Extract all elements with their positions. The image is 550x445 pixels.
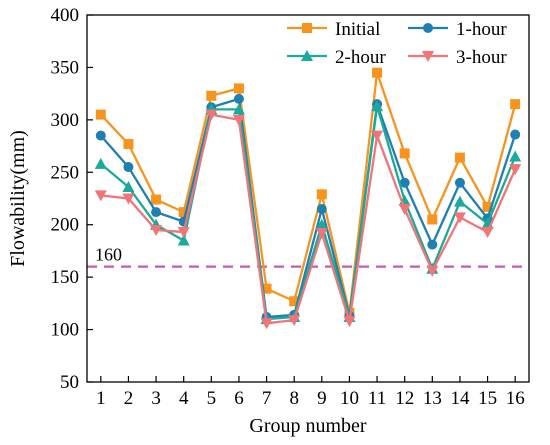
- x-tick-label-6: 6: [234, 388, 244, 409]
- point-3-hour-1: [94, 190, 107, 202]
- y-tick-label-150: 150: [51, 267, 80, 288]
- point-3-hour-7: [260, 318, 273, 330]
- point-2-hour-9: [315, 218, 328, 230]
- reference-line-label: 160: [95, 245, 122, 265]
- point-2-hour-1: [94, 157, 107, 169]
- point-1-hour-3: [151, 207, 162, 218]
- point-1-hour-12: [399, 177, 410, 188]
- point-1-hour-2: [123, 162, 134, 173]
- point-initial-6: [233, 83, 244, 94]
- legend: Initial 1-hour 2-hour 3-hour: [287, 19, 507, 68]
- legend-item-3-hour: 3-hour: [408, 47, 507, 68]
- x-tick-label-12: 12: [395, 388, 414, 409]
- x-tick-label-2: 2: [124, 388, 134, 409]
- point-initial-13: [427, 214, 438, 225]
- x-tick-label-13: 13: [423, 388, 442, 409]
- point-3-hour-6: [232, 114, 245, 126]
- x-tick-label-14: 14: [450, 388, 470, 409]
- series-line-initial: [99, 71, 517, 314]
- point-3-hour-10: [343, 316, 356, 328]
- legend-marker-1-hour: [423, 23, 433, 33]
- series-3-hour: [94, 109, 522, 330]
- point-2-hour-2: [122, 180, 135, 192]
- y-tick-label-100: 100: [51, 320, 80, 341]
- legend-marker-initial: [302, 23, 312, 33]
- x-tick-label-3: 3: [151, 388, 161, 409]
- series-line-1-hour: [99, 97, 517, 319]
- point-1-hour-13: [427, 239, 438, 250]
- point-3-hour-5: [205, 109, 218, 121]
- point-1-hour-1: [95, 130, 106, 141]
- point-2-hour-14: [453, 195, 466, 207]
- point-1-hour-9: [316, 203, 327, 214]
- y-tick-label-350: 350: [51, 57, 80, 78]
- point-3-hour-2: [122, 193, 135, 205]
- legend-item-1-hour: 1-hour: [408, 19, 507, 40]
- point-initial-5: [206, 90, 217, 101]
- x-axis-title: Group number: [249, 415, 367, 437]
- legend-label-initial: Initial: [335, 19, 380, 40]
- x-tick-label-11: 11: [368, 388, 386, 409]
- point-1-hour-14: [454, 177, 465, 188]
- point-initial-12: [399, 148, 410, 159]
- point-3-hour-13: [426, 265, 439, 277]
- point-initial-2: [123, 138, 134, 149]
- point-initial-4: [178, 207, 189, 218]
- legend-marker-3-hour: [422, 51, 434, 62]
- point-3-hour-9: [315, 228, 328, 240]
- legend-label-3-hour: 3-hour: [456, 47, 507, 68]
- series-line-3-hour: [100, 113, 517, 325]
- series-line-2-hour: [100, 105, 517, 321]
- point-2-hour-4: [177, 234, 190, 246]
- point-initial-1: [95, 109, 106, 120]
- x-tick-label-4: 4: [179, 388, 189, 409]
- point-1-hour-6: [233, 93, 244, 104]
- point-initial-8: [289, 296, 300, 307]
- y-tick-label-400: 400: [51, 5, 80, 26]
- x-tick-label-16: 16: [506, 388, 525, 409]
- x-tick-label-7: 7: [262, 388, 272, 409]
- legend-marker-2-hour: [301, 50, 313, 61]
- x-tick-label-1: 1: [96, 388, 106, 409]
- legend-label-2-hour: 2-hour: [335, 47, 386, 68]
- y-tick-label-300: 300: [51, 110, 80, 131]
- point-3-hour-4: [177, 227, 190, 239]
- point-3-hour-16: [509, 164, 522, 176]
- y-tick-label-50: 50: [60, 372, 79, 393]
- legend-item-initial: Initial: [287, 19, 380, 40]
- legend-label-1-hour: 1-hour: [456, 19, 507, 40]
- point-initial-3: [151, 194, 162, 205]
- point-3-hour-12: [398, 203, 411, 215]
- series-group: [94, 67, 522, 330]
- point-3-hour-8: [288, 315, 301, 327]
- point-initial-14: [454, 152, 465, 163]
- point-initial-15: [482, 201, 493, 212]
- point-3-hour-3: [150, 224, 163, 236]
- x-tick-label-8: 8: [289, 388, 299, 409]
- point-3-hour-14: [453, 212, 466, 224]
- y-tick-label-250: 250: [51, 162, 80, 183]
- point-2-hour-6: [232, 103, 245, 115]
- point-3-hour-15: [481, 227, 494, 239]
- legend-item-2-hour: 2-hour: [287, 47, 386, 68]
- point-3-hour-11: [371, 130, 384, 142]
- x-tick-label-5: 5: [207, 388, 217, 409]
- x-tick-label-9: 9: [317, 388, 327, 409]
- y-axis-title: Flowability(mm): [7, 130, 29, 267]
- series-initial: [95, 67, 521, 318]
- point-1-hour-16: [510, 129, 521, 140]
- point-initial-16: [510, 99, 521, 110]
- x-tick-label-10: 10: [340, 388, 359, 409]
- point-2-hour-11: [371, 100, 384, 112]
- y-tick-label-200: 200: [51, 215, 80, 236]
- plot-area-frame: [86, 14, 530, 383]
- point-initial-11: [372, 67, 383, 78]
- x-tick-label-15: 15: [478, 388, 497, 409]
- point-initial-7: [261, 283, 272, 294]
- point-initial-9: [316, 189, 327, 200]
- point-2-hour-16: [509, 150, 522, 162]
